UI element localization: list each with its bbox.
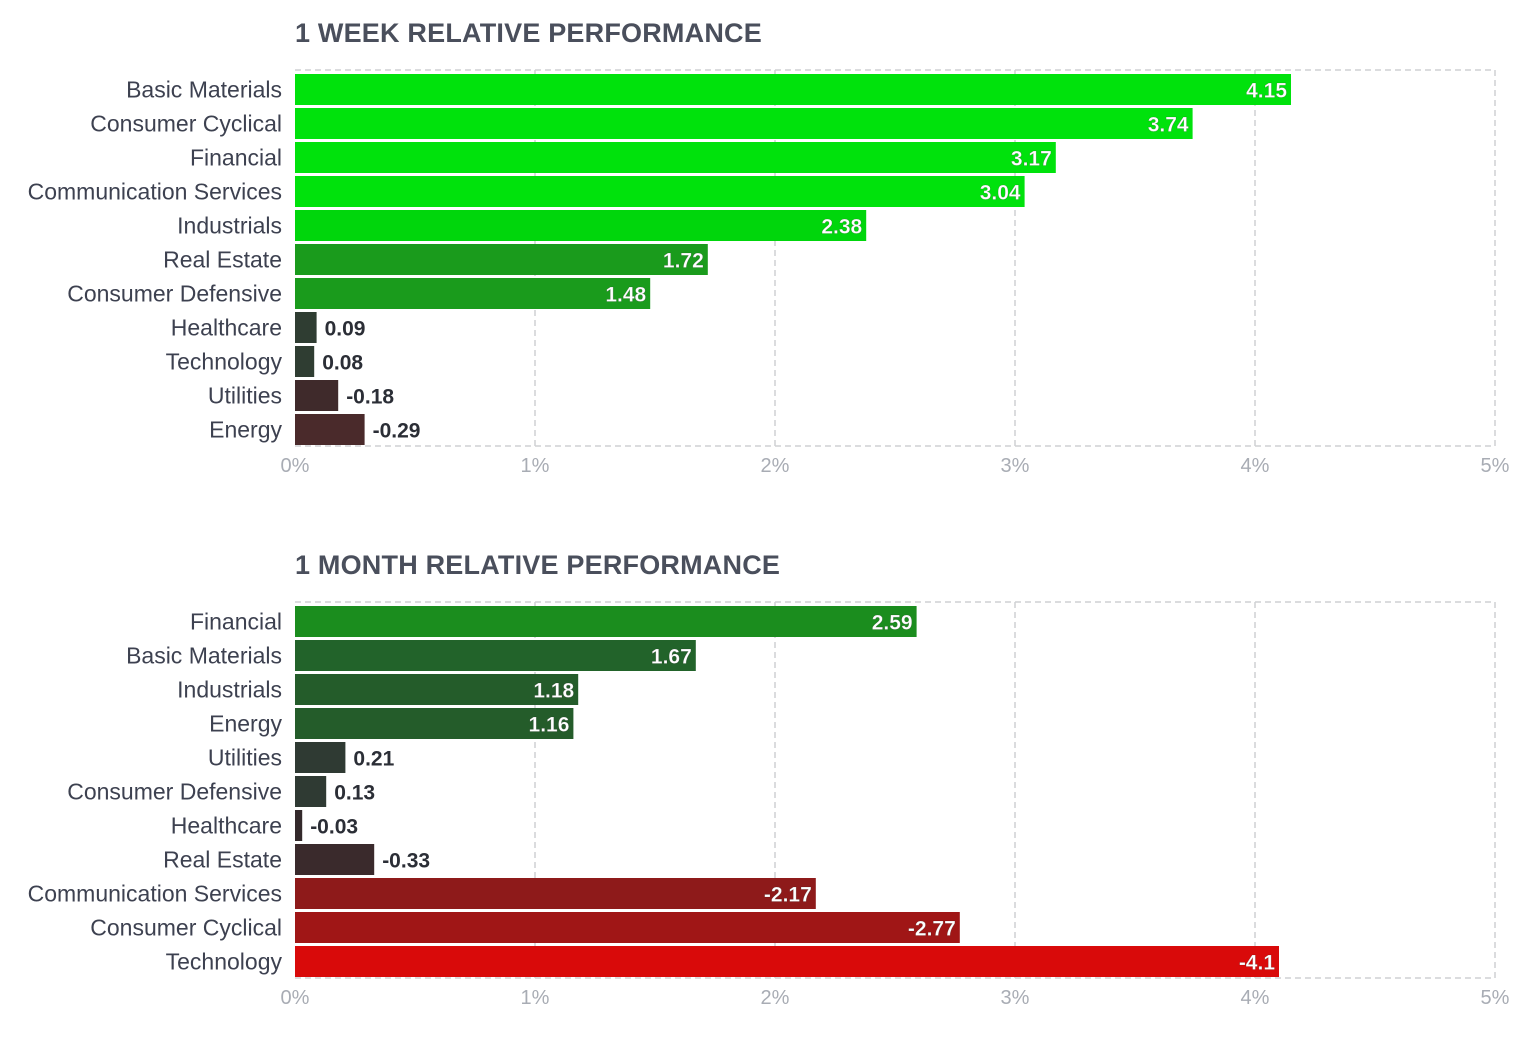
value-label: -4.1 xyxy=(1239,952,1276,975)
bar[interactable] xyxy=(295,74,1291,105)
value-label: 3.04 xyxy=(980,182,1021,205)
category-label: Basic Materials xyxy=(126,77,282,103)
category-label: Healthcare xyxy=(171,813,282,839)
value-label: 2.59 xyxy=(872,612,913,635)
category-label: Communication Services xyxy=(28,881,282,907)
x-tick-label: 0% xyxy=(281,455,310,477)
bar[interactable] xyxy=(295,312,317,343)
x-tick-label: 3% xyxy=(1001,455,1030,477)
category-label: Real Estate xyxy=(163,847,282,873)
bar[interactable] xyxy=(295,606,917,637)
x-tick-label: 4% xyxy=(1241,987,1270,1009)
value-label: -2.77 xyxy=(908,918,956,941)
bar[interactable] xyxy=(295,742,346,773)
bar[interactable] xyxy=(295,810,303,841)
value-label: 0.21 xyxy=(353,748,394,771)
x-tick-label: 0% xyxy=(281,987,310,1009)
bar[interactable] xyxy=(295,878,816,909)
bar[interactable] xyxy=(295,414,365,445)
bar[interactable] xyxy=(295,346,315,377)
bar[interactable] xyxy=(295,674,579,705)
chart-title: 1 MONTH RELATIVE PERFORMANCE xyxy=(295,550,781,580)
x-tick-label: 3% xyxy=(1001,987,1030,1009)
week-performance-plot: 0% 1% 2% 3% 4% 5% Basic Materials 4.15 Consumer … xyxy=(28,69,1510,477)
value-label: 3.17 xyxy=(1011,148,1052,171)
value-label: -0.33 xyxy=(382,850,430,873)
category-label: Basic Materials xyxy=(126,643,282,669)
category-label: Energy xyxy=(209,711,282,737)
bar[interactable] xyxy=(295,278,651,309)
x-tick-label: 1% xyxy=(521,455,550,477)
value-label: 1.72 xyxy=(663,250,704,273)
value-label: 1.67 xyxy=(651,646,692,669)
bar[interactable] xyxy=(295,912,960,943)
value-label: 0.13 xyxy=(334,782,375,805)
category-label: Industrials xyxy=(177,213,282,239)
x-tick-label: 1% xyxy=(521,987,550,1009)
bar[interactable] xyxy=(295,142,1056,173)
value-label: -2.17 xyxy=(764,884,812,907)
category-label: Consumer Defensive xyxy=(67,779,282,805)
category-label: Energy xyxy=(209,417,282,443)
category-label: Technology xyxy=(166,349,283,375)
category-label: Utilities xyxy=(208,745,282,771)
category-label: Industrials xyxy=(177,677,282,703)
bar[interactable] xyxy=(295,176,1025,207)
bar[interactable] xyxy=(295,640,696,671)
category-label: Consumer Defensive xyxy=(67,281,282,307)
value-label: 2.38 xyxy=(821,216,862,239)
value-label: 3.74 xyxy=(1148,114,1189,137)
month-performance-chart: 1 MONTH RELATIVE PERFORMANCE 0% 1% 2% 3% 4% 5… xyxy=(0,532,1520,1038)
category-label: Utilities xyxy=(208,383,282,409)
x-tick-label: 2% xyxy=(761,455,790,477)
value-label: -0.18 xyxy=(346,386,394,409)
bar[interactable] xyxy=(295,844,375,875)
category-label: Financial xyxy=(190,145,282,171)
x-tick-label: 2% xyxy=(761,987,790,1009)
category-label: Consumer Cyclical xyxy=(90,111,282,137)
value-label: 0.08 xyxy=(322,352,363,375)
value-label: 1.48 xyxy=(605,284,646,307)
week-performance-chart: 1 WEEK RELATIVE PERFORMANCE 0% 1% 2% 3% 4% 5%… xyxy=(0,0,1520,500)
bar[interactable] xyxy=(295,776,327,807)
bar[interactable] xyxy=(295,380,339,411)
bar[interactable] xyxy=(295,244,708,275)
category-label: Consumer Cyclical xyxy=(90,915,282,941)
category-label: Financial xyxy=(190,609,282,635)
category-label: Communication Services xyxy=(28,179,282,205)
bar[interactable] xyxy=(295,708,574,739)
month-performance-plot: 0% 1% 2% 3% 4% 5% Financial 2.59 Basic Materials… xyxy=(28,601,1510,1009)
value-label: 1.18 xyxy=(533,680,574,703)
bar[interactable] xyxy=(295,946,1279,977)
value-label: 1.16 xyxy=(529,714,570,737)
value-label: -0.29 xyxy=(373,420,421,443)
category-label: Real Estate xyxy=(163,247,282,273)
category-label: Technology xyxy=(166,949,283,975)
x-tick-label: 5% xyxy=(1481,987,1510,1009)
x-tick-label: 5% xyxy=(1481,455,1510,477)
value-label: -0.03 xyxy=(310,816,358,839)
value-label: 4.15 xyxy=(1246,80,1287,103)
x-tick-label: 4% xyxy=(1241,455,1270,477)
bar[interactable] xyxy=(295,210,867,241)
value-label: 0.09 xyxy=(325,318,366,341)
bar[interactable] xyxy=(295,108,1193,139)
chart-title: 1 WEEK RELATIVE PERFORMANCE xyxy=(295,18,762,48)
category-label: Healthcare xyxy=(171,315,282,341)
